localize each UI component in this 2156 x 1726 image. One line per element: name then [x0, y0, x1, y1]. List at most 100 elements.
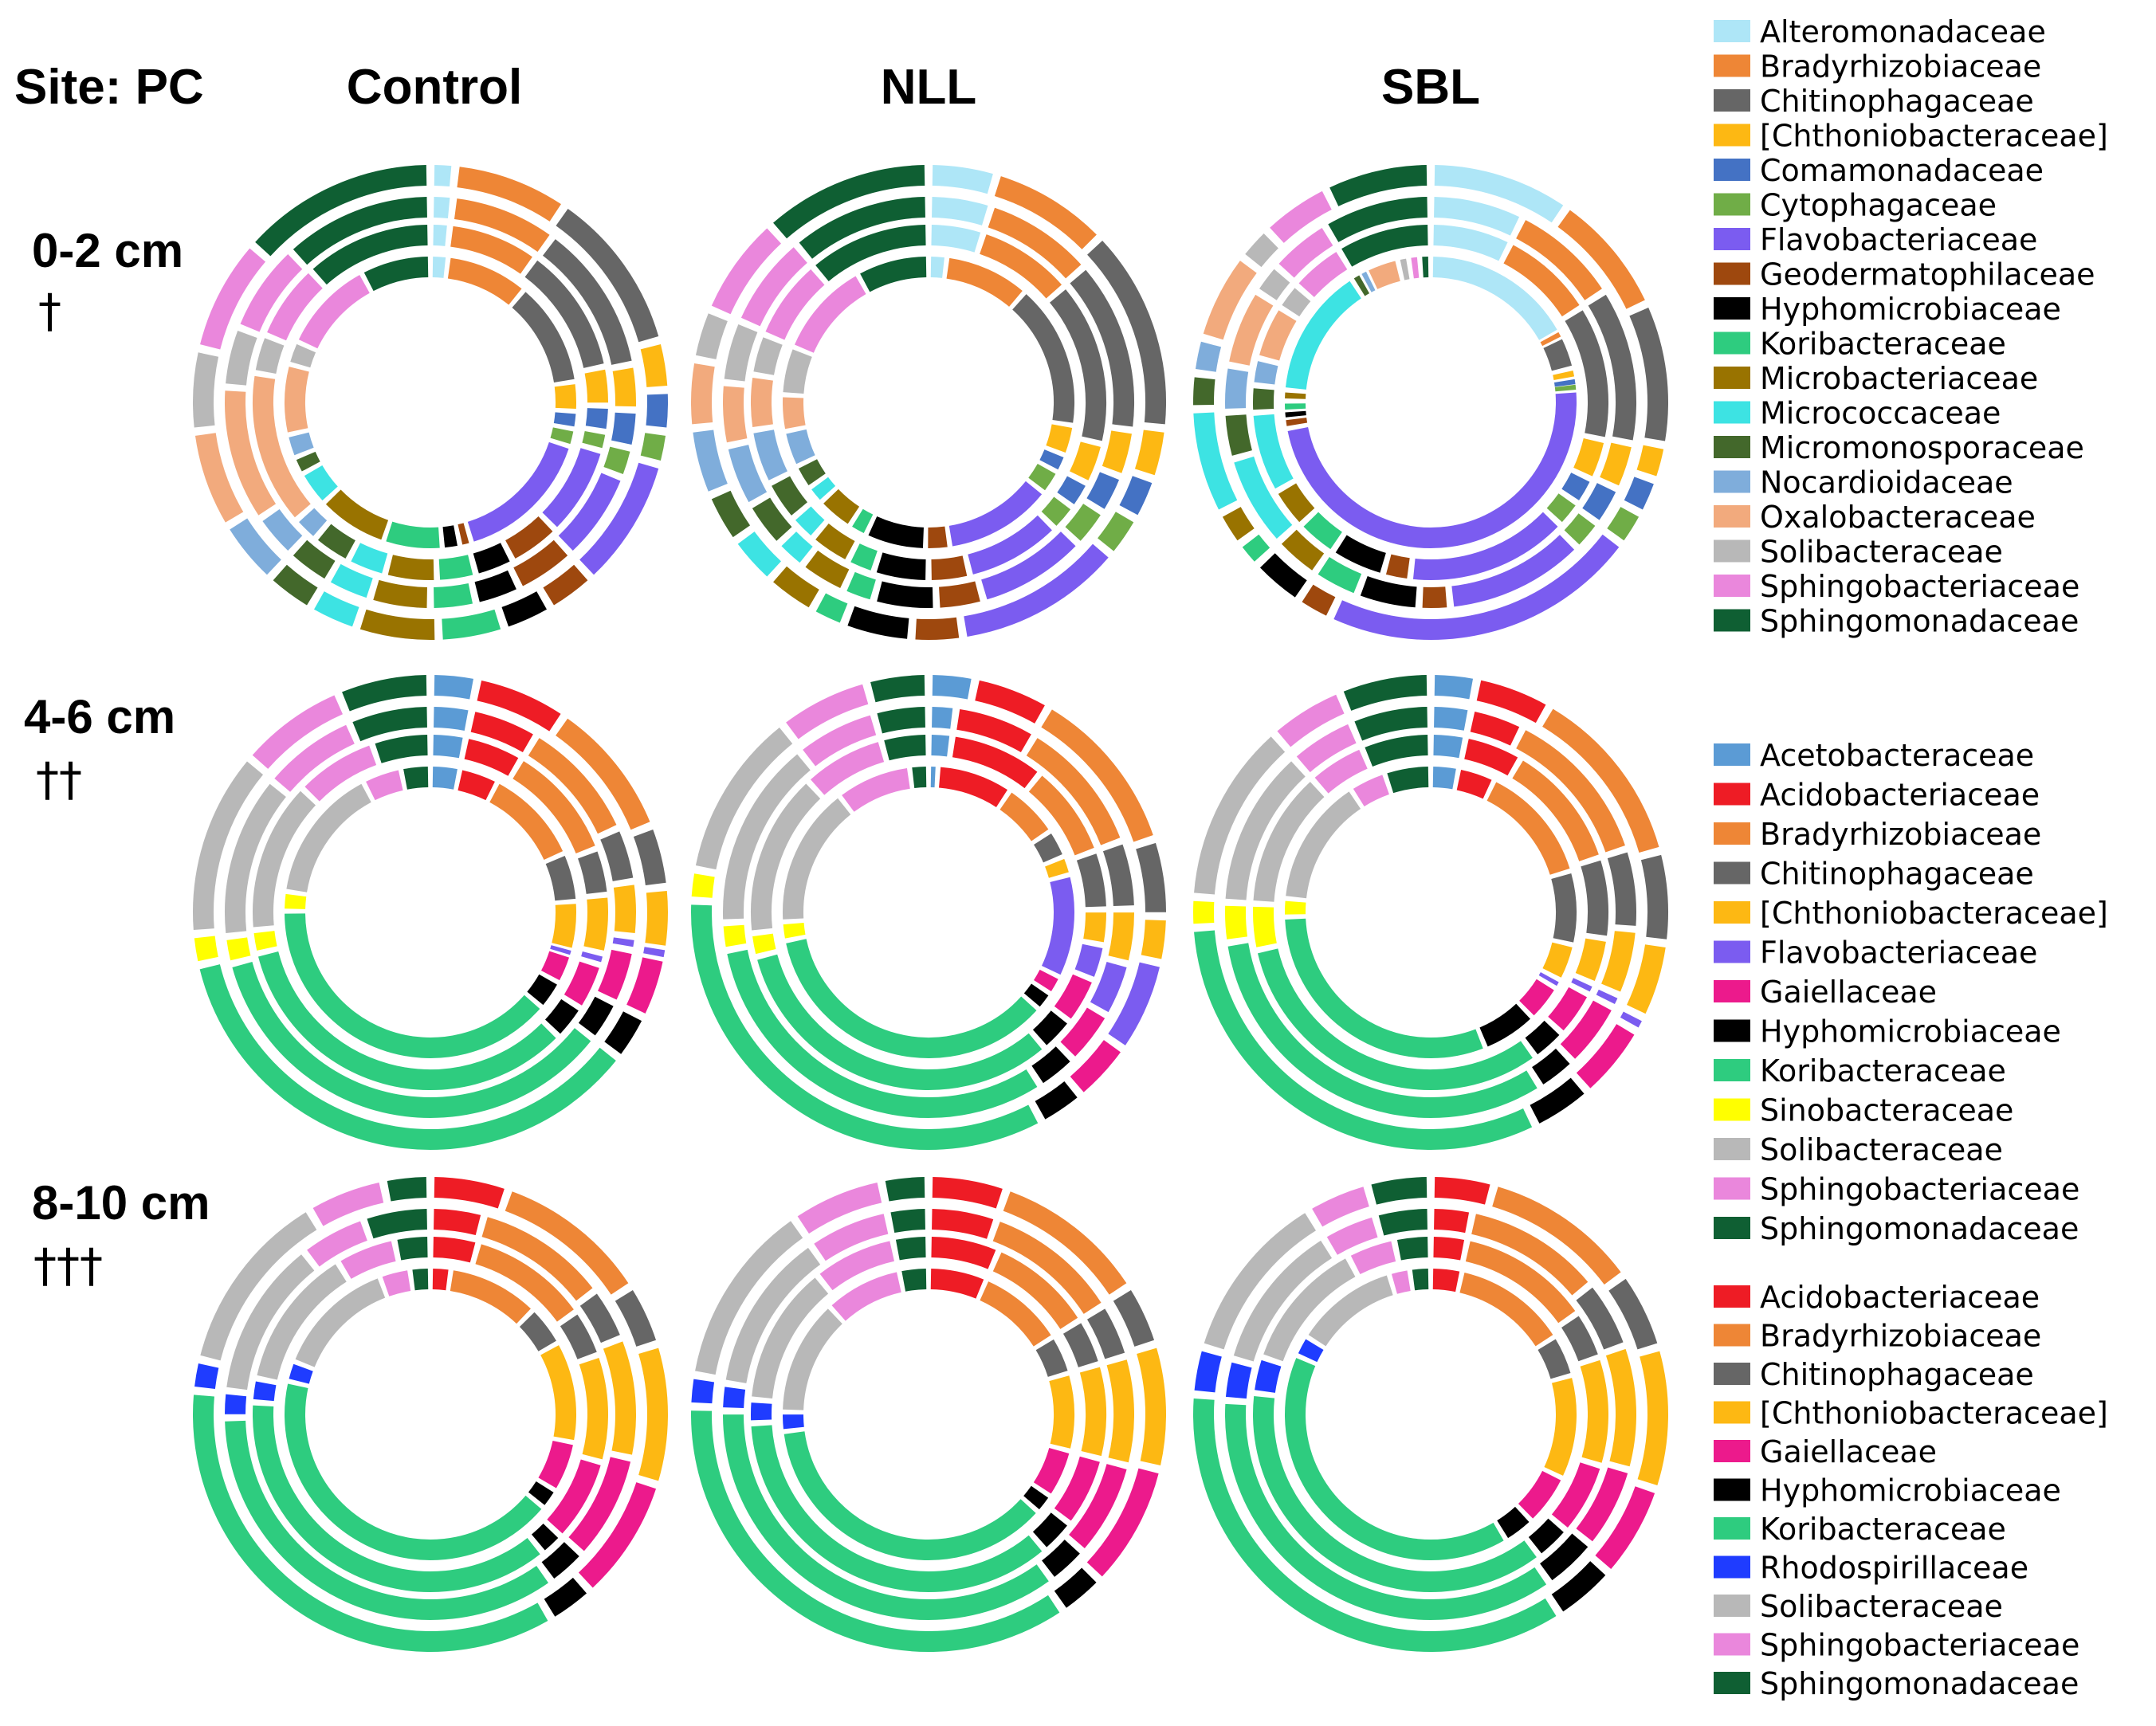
segment-chitinophagaceae-ring-1	[519, 1312, 556, 1352]
segment-sphingobacteriaceae-ring-1	[1391, 1270, 1411, 1294]
donut-control-8-10-cm	[193, 1177, 669, 1652]
column-label-control: Control	[347, 60, 522, 115]
segment-sphingomonadaceae-ring-3	[367, 1209, 428, 1239]
segment-chitinophagaceae-ring-3	[1070, 269, 1134, 427]
segment-micrococcaceae-ring-2	[795, 506, 825, 536]
segment-chthoniobacteraceae-ring-3	[603, 1341, 636, 1455]
segment-sphingobacteriaceae-ring-4	[1270, 190, 1332, 244]
segment-chitinophagaceae-ring-3	[1607, 852, 1636, 926]
segment-sphingobacteriaceae-ring-3	[274, 724, 355, 792]
segment-nocardioidaceae-ring-1	[289, 432, 314, 456]
segment-sphingomonadaceae-ring-4	[255, 165, 427, 257]
segment-bradyrhizobiaceae-ring-4	[1041, 709, 1153, 842]
legend-label-bradyrhizobiaceae: Bradyrhizobiaceae	[1760, 1319, 2041, 1354]
legend-swatch-hyphomicrobiaceae	[1714, 1019, 1750, 1042]
segment-oxalobacteraceae-ring-2	[751, 377, 773, 428]
segment-micromonosporaceae-ring-2	[772, 476, 808, 516]
legend-swatch-sphingomonadaceae	[1714, 609, 1750, 632]
legend-label-chthoniobacteraceae: [Chthoniobacteraceae]	[1760, 119, 2108, 154]
segment-koribacteraceae-ring-4	[1194, 930, 1533, 1150]
segment-comamonadaceae-ring-2	[1057, 476, 1086, 504]
segment-oxalobacteraceae-ring-4	[194, 433, 244, 523]
legend-label-sphingobacteriaceae: Sphingobacteriaceae	[1760, 1172, 2079, 1207]
legend-label-sphingomonadaceae: Sphingomonadaceae	[1760, 1211, 2079, 1246]
segment-comamonadaceae-ring-1	[553, 412, 576, 427]
segment-acetobacteraceae-ring-1	[1432, 767, 1456, 790]
segment-sphingomonadaceae-ring-4	[387, 1177, 427, 1202]
segment-hyphomicrobiaceae-ring-1	[442, 525, 458, 548]
legend-label-gaiellaceae: Gaiellaceae	[1760, 975, 1937, 1010]
segment-koribacteraceae-ring-3	[1227, 943, 1537, 1118]
segment-alteromonadaceae-ring-3	[433, 197, 450, 219]
segment-koribacteraceae-ring-1	[386, 521, 440, 548]
donut-control-4-6-cm	[193, 675, 668, 1150]
legend-swatch-chitinophagaceae	[1714, 861, 1750, 885]
segment-koribacteraceae-ring-1	[786, 939, 1037, 1058]
segment-chitinophagaceae-ring-2	[524, 260, 604, 369]
segment-chitinophagaceae-ring-1	[1551, 873, 1577, 943]
segment-sphingomonadaceae-ring-1	[412, 1269, 429, 1291]
segment-flavobacteriaceae-ring-4	[964, 543, 1109, 637]
segment-acidobacteriaceae-ring-2	[931, 1237, 996, 1269]
segment-micrococcaceae-ring-3	[330, 563, 374, 598]
segment-chthoniobacteraceae-ring-2	[583, 897, 608, 951]
segment-chthoniobacteraceae-ring-1	[540, 1345, 576, 1441]
segment-solibacteraceae-ring-3	[226, 330, 257, 386]
segment-sphingobacteriaceae-ring-2	[304, 745, 377, 802]
segment-chthoniobacteraceae-ring-2	[579, 1358, 608, 1460]
segment-hyphomicrobiaceae-ring-4	[1551, 1560, 1606, 1612]
segment-bradyrhizobiaceae-ring-3	[1515, 220, 1602, 300]
segment-flavobacteriaceae-ring-1	[1538, 971, 1559, 987]
segment-chitinophagaceae-ring-2	[1565, 310, 1608, 437]
segment-sphingobacteriaceae-ring-1	[831, 1272, 902, 1321]
segment-gaiellaceae-ring-1	[1518, 1470, 1561, 1519]
legend-swatch-sphingomonadaceae	[1714, 1217, 1750, 1239]
segment-koribacteraceae-ring-4	[691, 1410, 1060, 1652]
segment-solibacteraceae-ring-4	[200, 1212, 317, 1361]
segment-comamonadaceae-ring-4	[1624, 477, 1654, 510]
legend-label-hyphomicrobiaceae: Hyphomicrobiaceae	[1760, 1014, 2061, 1049]
segment-sphingomonadaceae-ring-2	[895, 1237, 926, 1261]
segment-sphingomonadaceae-ring-4	[342, 675, 427, 712]
segment-chthoniobacteraceae-ring-4	[1137, 1347, 1166, 1466]
segment-sphingobacteriaceae-ring-3	[814, 1214, 889, 1261]
segment-oxalobacteraceae-ring-3	[1229, 294, 1274, 367]
segment-acetobacteraceae-ring-3	[931, 707, 953, 729]
segment-solibacteraceae-ring-4	[695, 1221, 803, 1375]
segment-nocardioidaceae-ring-3	[262, 508, 303, 551]
segment-comamonadaceae-ring-1	[1039, 449, 1064, 470]
segment-flavobacteriaceae-ring-3	[1451, 534, 1575, 607]
segment-cytophagaceae-ring-4	[1607, 506, 1640, 541]
segment-chitinophagaceae-ring-4	[1629, 307, 1668, 441]
segment-sphingobacteriaceae-ring-2	[1298, 252, 1348, 298]
segment-acetobacteraceae-ring-3	[433, 707, 469, 732]
segment-solibacteraceae-ring-4	[193, 352, 219, 428]
segment-sphingomonadaceae-ring-1	[1412, 1269, 1429, 1291]
segment-sphingomonadaceae-ring-2	[397, 1237, 428, 1261]
segment-sphingomonadaceae-ring-3	[877, 707, 926, 734]
segment-chitinophagaceae-ring-4	[615, 1290, 657, 1347]
segment-chthoniobacteraceae-ring-2	[1083, 912, 1106, 943]
significance-mark-4-6cm: ††	[36, 752, 82, 806]
segment-geodermatophilaceae-ring-3	[513, 539, 568, 586]
segment-acidobacteriaceae-ring-4	[932, 1177, 1003, 1209]
legend-label-flavobacteriaceae: Flavobacteriaceae	[1760, 936, 2037, 971]
segment-bradyrhizobiaceae-ring-1	[447, 257, 522, 305]
segment-microbacteriaceae-ring-1	[823, 488, 860, 524]
segment-acetobacteraceae-ring-4	[932, 675, 972, 700]
segment-hyphomicrobiaceae-ring-1	[528, 1481, 554, 1505]
segment-geodermatophilaceae-ring-2	[505, 516, 553, 559]
segment-hyphomicrobiaceae-ring-3	[541, 1541, 579, 1579]
segment-cytophagaceae-ring-4	[1097, 512, 1134, 551]
segment-solibacteraceae-ring-3	[725, 1247, 821, 1384]
segment-micrococcaceae-ring-4	[737, 531, 782, 577]
segment-gaiellaceae-ring-4	[626, 957, 663, 1014]
segment-micromonosporaceae-ring-3	[752, 497, 792, 541]
segment-acetobacteraceae-ring-2	[931, 735, 950, 757]
segment-gaiellaceae-ring-1	[1518, 979, 1554, 1016]
segment-alteromonadaceae-ring-1	[432, 257, 446, 278]
segment-sphingomonadaceae-ring-3	[1328, 197, 1428, 243]
segment-chthoniobacteraceae-ring-3	[1102, 430, 1132, 473]
segment-sinobacteraceae-ring-3	[226, 937, 251, 961]
segment-sphingobacteriaceae-ring-4	[312, 1183, 384, 1226]
